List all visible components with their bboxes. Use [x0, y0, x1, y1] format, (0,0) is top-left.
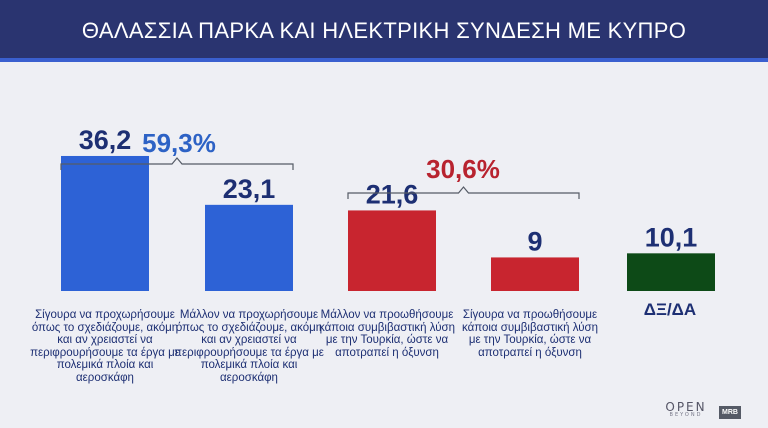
- group-total-label-compromise: 30,6%: [426, 154, 500, 184]
- category-label: Μάλλον να προωθήσουμε κάποια συμβιβαστικ…: [318, 309, 456, 359]
- data-label: 23,1: [223, 174, 276, 204]
- bar: [491, 257, 579, 291]
- bar: [627, 253, 715, 291]
- page-title: ΘΑΛΑΣΣΙΑ ΠΑΡΚΑ ΚΑΙ ΗΛΕΚΤΡΙΚΗ ΣΥΝΔΕΣΗ ΜΕ …: [81, 18, 687, 43]
- title-bar: ΘΑΛΑΣΣΙΑ ΠΑΡΚΑ ΚΑΙ ΗΛΕΚΤΡΙΚΗ ΣΥΝΔΕΣΗ ΜΕ …: [0, 0, 768, 62]
- mrb-logo: MRB: [719, 406, 741, 419]
- data-label: 36,2: [79, 125, 132, 155]
- group-total-label-favor: 59,3%: [142, 128, 216, 158]
- bar: [205, 204, 293, 291]
- data-label: 9: [527, 226, 542, 256]
- category-label: Σίγουρα να προχωρήσουμε όπως το σχεδιάζο…: [30, 309, 180, 384]
- bar: [61, 155, 149, 291]
- bar-chart: 36,2 23,1 21,6 9 10,1: [60, 125, 715, 291]
- category-label: Μάλλον να προχωρήσουμε όπως το σχεδιάζου…: [174, 309, 324, 384]
- title-underline: [0, 58, 768, 62]
- bracket-compromise: [347, 186, 580, 199]
- data-label: 10,1: [645, 222, 698, 252]
- bar: [348, 210, 436, 291]
- bracket-favor: [60, 157, 294, 170]
- open-channel-logo: OPEN BEYOND: [665, 400, 707, 418]
- category-label: Σίγουρα να προωθήσουμε κάποια συμβιβαστι…: [461, 309, 599, 359]
- data-label: 21,6: [366, 179, 419, 209]
- category-label: ΔΞ/ΔΑ: [643, 300, 697, 319]
